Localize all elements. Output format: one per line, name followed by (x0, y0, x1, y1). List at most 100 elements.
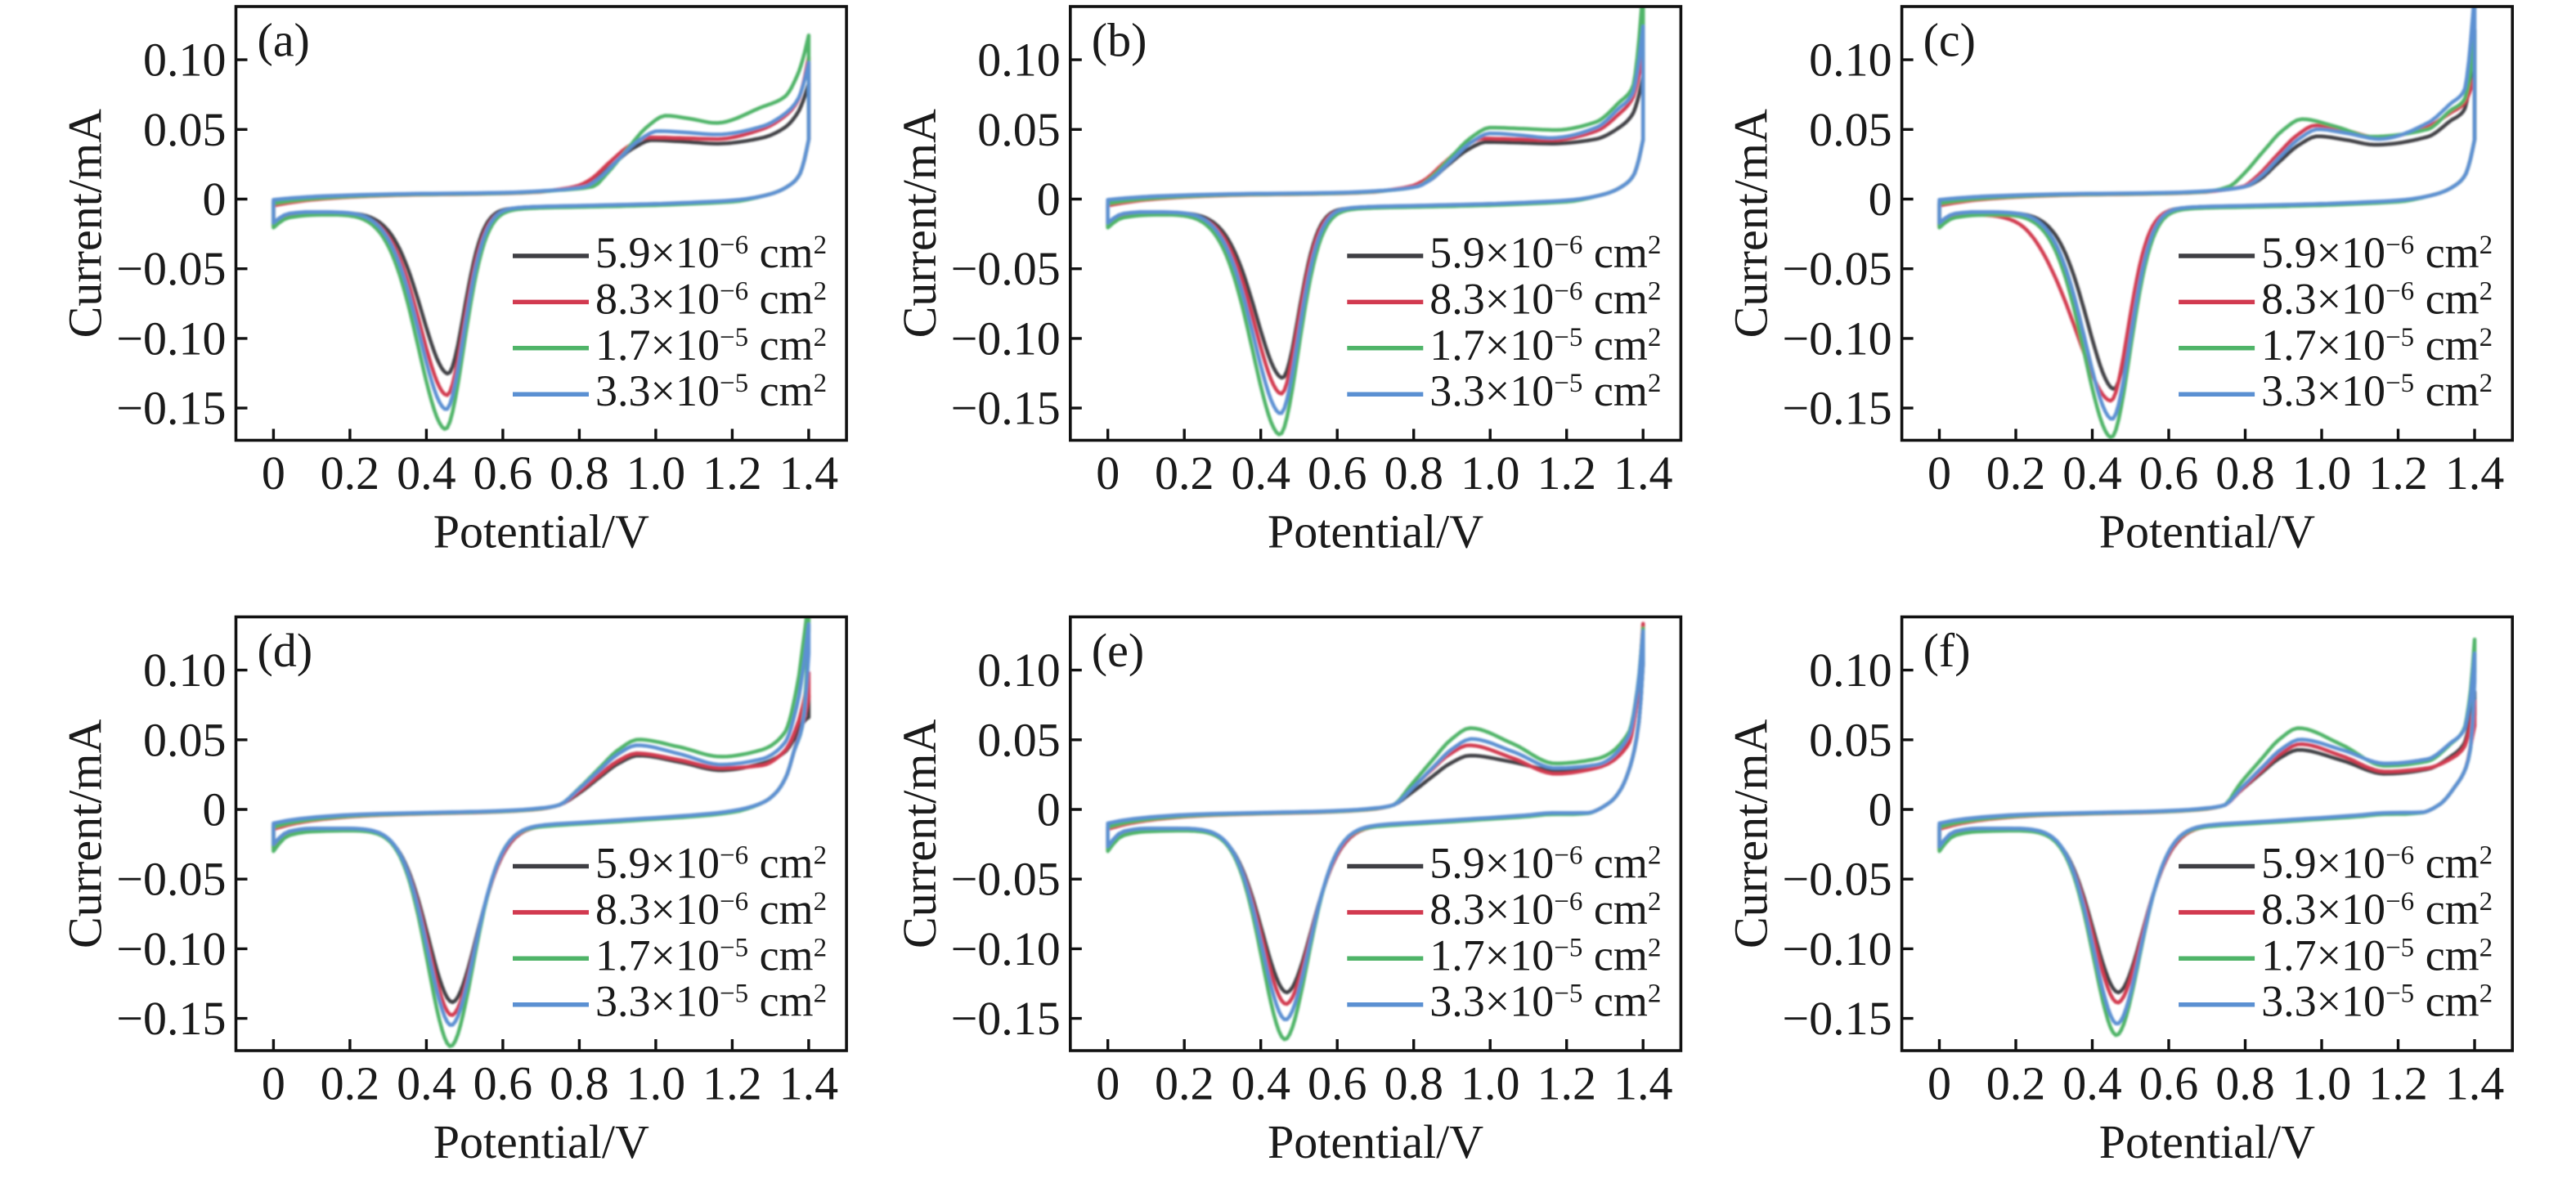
svg-text:1.2: 1.2 (702, 1057, 762, 1110)
svg-text:0.8: 0.8 (2215, 446, 2275, 500)
svg-text:1.2: 1.2 (2368, 1057, 2428, 1110)
svg-text:0.05: 0.05 (143, 103, 227, 156)
svg-text:0.2: 0.2 (1155, 446, 1214, 500)
svg-text:Current/mA: Current/mA (59, 720, 112, 948)
svg-text:(c): (c) (1923, 14, 1976, 67)
svg-text:3.3×10−5 cm2: 3.3×10−5 cm2 (595, 977, 827, 1026)
svg-text:1.7×10−5 cm2: 1.7×10−5 cm2 (1429, 321, 1661, 370)
svg-text:0.8: 0.8 (2215, 1057, 2275, 1110)
svg-text:1.0: 1.0 (626, 1057, 686, 1110)
svg-text:0.4: 0.4 (1231, 446, 1290, 500)
svg-text:(a): (a) (258, 14, 310, 67)
svg-text:−0.05: −0.05 (1782, 853, 1892, 906)
svg-text:5.9×10−6 cm2: 5.9×10−6 cm2 (595, 839, 827, 888)
svg-text:0.2: 0.2 (1986, 1057, 2046, 1110)
svg-text:5.9×10−6 cm2: 5.9×10−6 cm2 (2261, 839, 2493, 888)
svg-text:8.3×10−6 cm2: 8.3×10−6 cm2 (2261, 885, 2493, 934)
svg-text:Current/mA: Current/mA (1725, 720, 1778, 948)
svg-text:0.8: 0.8 (550, 1057, 609, 1110)
svg-text:0.6: 0.6 (1308, 1057, 1367, 1110)
svg-text:8.3×10−6 cm2: 8.3×10−6 cm2 (1429, 274, 1661, 323)
svg-text:0.05: 0.05 (1809, 713, 1892, 766)
svg-text:−0.10: −0.10 (951, 312, 1061, 365)
svg-text:1.0: 1.0 (2292, 1057, 2352, 1110)
svg-text:0.2: 0.2 (321, 1057, 380, 1110)
svg-text:−0.15: −0.15 (116, 382, 226, 435)
svg-text:0.05: 0.05 (143, 713, 227, 766)
svg-text:0.8: 0.8 (1384, 446, 1443, 500)
svg-text:0.8: 0.8 (550, 446, 609, 500)
svg-text:0: 0 (203, 173, 227, 226)
svg-text:Current/mA: Current/mA (893, 720, 946, 948)
svg-text:Potential/V: Potential/V (1268, 1115, 1483, 1168)
svg-text:1.7×10−5 cm2: 1.7×10−5 cm2 (1429, 930, 1661, 980)
svg-text:1.0: 1.0 (2292, 446, 2352, 500)
svg-text:−0.10: −0.10 (116, 312, 226, 365)
svg-text:0.4: 0.4 (397, 1057, 456, 1110)
svg-text:−0.05: −0.05 (1782, 242, 1892, 295)
svg-text:Potential/V: Potential/V (2099, 1115, 2315, 1168)
svg-text:−0.10: −0.10 (1782, 922, 1892, 975)
svg-text:0.10: 0.10 (977, 34, 1061, 87)
svg-text:8.3×10−6 cm2: 8.3×10−6 cm2 (1429, 885, 1661, 934)
svg-text:0.10: 0.10 (1809, 643, 1892, 697)
svg-text:1.4: 1.4 (2445, 1057, 2505, 1110)
svg-text:0.2: 0.2 (1986, 446, 2046, 500)
svg-text:0.4: 0.4 (1231, 1057, 1290, 1110)
svg-text:0: 0 (1928, 446, 1951, 500)
svg-text:1.2: 1.2 (2368, 446, 2428, 500)
svg-text:Current/mA: Current/mA (1725, 109, 1778, 338)
svg-text:1.4: 1.4 (779, 1057, 839, 1110)
svg-text:−0.05: −0.05 (116, 853, 226, 906)
svg-text:−0.05: −0.05 (951, 853, 1061, 906)
svg-text:0.4: 0.4 (2062, 446, 2122, 500)
svg-text:−0.05: −0.05 (951, 242, 1061, 295)
svg-text:8.3×10−6 cm2: 8.3×10−6 cm2 (595, 274, 827, 323)
svg-text:0.6: 0.6 (1308, 446, 1367, 500)
svg-text:−0.05: −0.05 (116, 242, 226, 295)
svg-text:0.6: 0.6 (473, 1057, 533, 1110)
svg-text:Potential/V: Potential/V (433, 1115, 649, 1168)
svg-text:0.8: 0.8 (1384, 1057, 1443, 1110)
svg-text:(f): (f) (1923, 624, 1971, 677)
svg-text:Potential/V: Potential/V (433, 505, 649, 558)
svg-text:−0.15: −0.15 (116, 992, 226, 1045)
svg-text:0.05: 0.05 (1809, 103, 1892, 156)
svg-text:0: 0 (262, 1057, 285, 1110)
svg-text:5.9×10−6 cm2: 5.9×10−6 cm2 (1429, 839, 1661, 888)
svg-text:5.9×10−6 cm2: 5.9×10−6 cm2 (595, 228, 827, 277)
svg-text:0: 0 (262, 446, 285, 500)
svg-text:3.3×10−5 cm2: 3.3×10−5 cm2 (2261, 366, 2493, 415)
svg-text:1.2: 1.2 (702, 446, 762, 500)
svg-text:1.4: 1.4 (1613, 446, 1673, 500)
svg-text:−0.15: −0.15 (951, 382, 1061, 435)
svg-text:1.4: 1.4 (2445, 446, 2505, 500)
svg-text:Potential/V: Potential/V (1268, 505, 1483, 558)
svg-text:0: 0 (1928, 1057, 1951, 1110)
svg-text:−0.15: −0.15 (1782, 992, 1892, 1045)
svg-text:0.4: 0.4 (397, 446, 456, 500)
svg-text:5.9×10−6 cm2: 5.9×10−6 cm2 (1429, 228, 1661, 277)
svg-text:1.7×10−5 cm2: 1.7×10−5 cm2 (595, 321, 827, 370)
svg-text:1.2: 1.2 (1537, 1057, 1596, 1110)
svg-text:1.2: 1.2 (1537, 446, 1596, 500)
svg-text:−0.10: −0.10 (1782, 312, 1892, 365)
svg-text:0.10: 0.10 (143, 34, 227, 87)
svg-text:1.4: 1.4 (1613, 1057, 1673, 1110)
svg-text:1.7×10−5 cm2: 1.7×10−5 cm2 (2261, 930, 2493, 980)
svg-text:3.3×10−5 cm2: 3.3×10−5 cm2 (1429, 977, 1661, 1026)
svg-text:1.7×10−5 cm2: 1.7×10−5 cm2 (2261, 321, 2493, 370)
svg-text:0.6: 0.6 (2139, 1057, 2199, 1110)
svg-text:0: 0 (1037, 173, 1061, 226)
svg-text:0: 0 (1096, 446, 1120, 500)
svg-text:0: 0 (1096, 1057, 1120, 1110)
svg-text:3.3×10−5 cm2: 3.3×10−5 cm2 (2261, 977, 2493, 1026)
svg-text:5.9×10−6 cm2: 5.9×10−6 cm2 (2261, 228, 2493, 277)
svg-text:Current/mA: Current/mA (59, 109, 112, 338)
svg-text:0.10: 0.10 (143, 643, 227, 697)
svg-text:0.2: 0.2 (321, 446, 380, 500)
svg-text:0: 0 (1037, 783, 1061, 836)
svg-text:Potential/V: Potential/V (2099, 505, 2315, 558)
svg-text:−0.15: −0.15 (1782, 382, 1892, 435)
svg-text:0: 0 (1869, 173, 1892, 226)
